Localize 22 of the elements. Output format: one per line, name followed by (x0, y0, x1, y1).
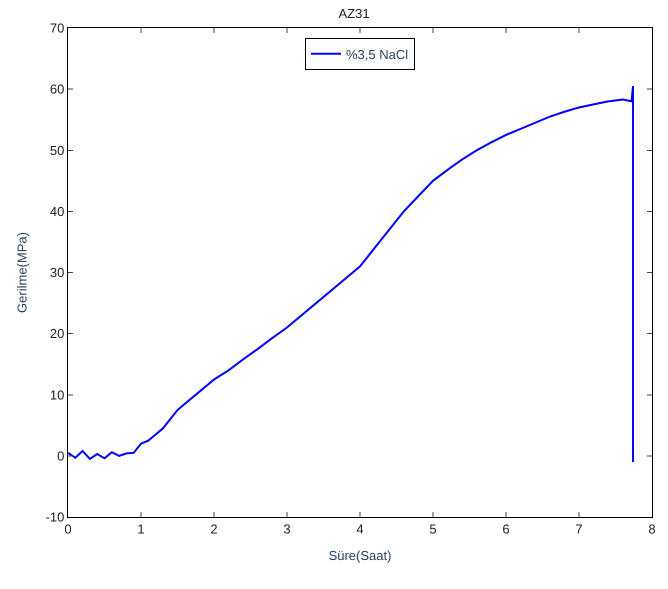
y-tick-label: 20 (50, 326, 64, 342)
x-tick-label: 8 (648, 522, 656, 537)
y-tick-label: 60 (50, 82, 64, 97)
x-tick-label: 3 (283, 522, 291, 537)
x-axis-title: Süre(Saat) (328, 548, 392, 564)
x-tick-label: 1 (137, 522, 145, 537)
chart-title: AZ31 (338, 6, 370, 21)
y-tick-label: -10 (46, 510, 64, 525)
y-tick-label: 0 (57, 448, 64, 464)
y-tick-label: 70 (50, 20, 64, 36)
x-tick-label: 6 (502, 522, 510, 537)
y-tick-label: 10 (50, 387, 64, 402)
y-axis-title: Gerilme(MPa) (14, 232, 30, 313)
x-tick-label: 5 (429, 522, 437, 537)
x-tick-label: 7 (575, 522, 583, 537)
y-tick-label: 40 (50, 204, 64, 219)
x-tick-label: 2 (210, 522, 218, 537)
y-tick-label: 50 (50, 142, 64, 158)
legend-label: %3,5 NaCl (346, 46, 408, 62)
line-series (68, 85, 634, 463)
y-tick-label: 30 (50, 265, 64, 280)
x-tick-label: 4 (356, 522, 364, 537)
